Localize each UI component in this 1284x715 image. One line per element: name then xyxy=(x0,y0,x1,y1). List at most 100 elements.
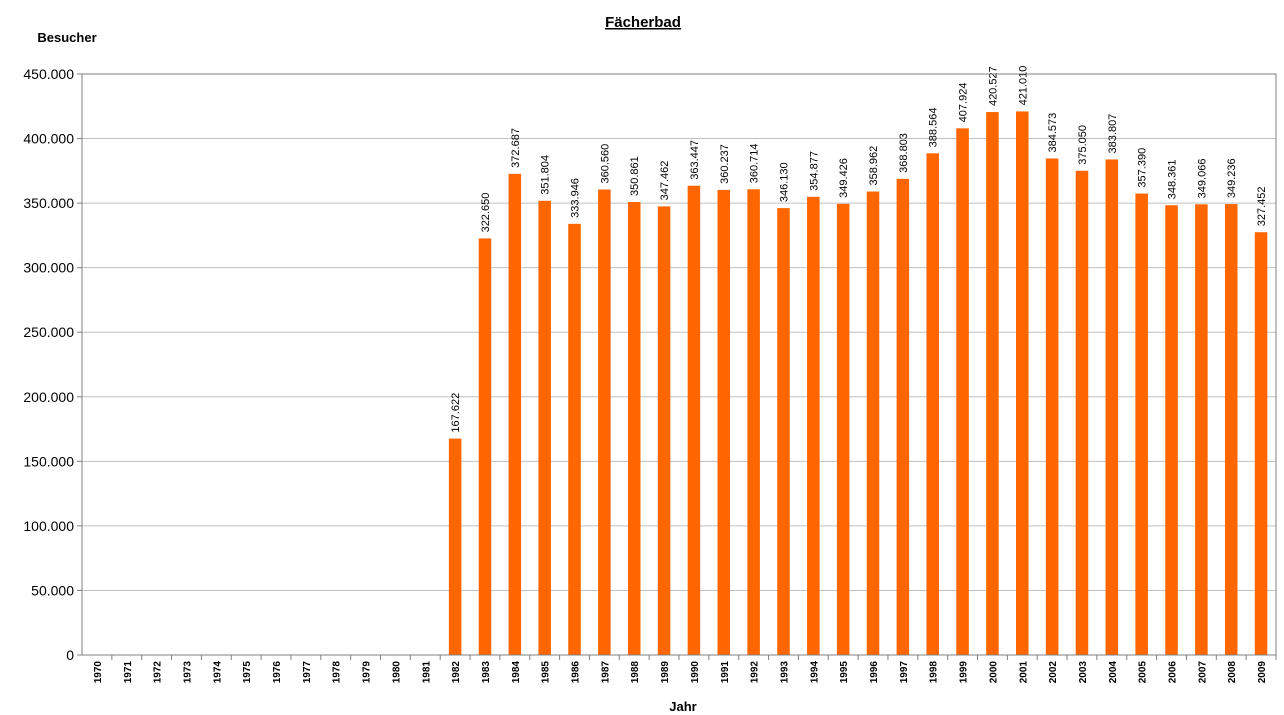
x-tick-label: 1982 xyxy=(451,661,462,684)
bar-1997 xyxy=(896,178,910,655)
data-label-1988: 350.861 xyxy=(629,156,641,196)
bar-2008 xyxy=(1224,204,1238,655)
bar-1985 xyxy=(538,200,551,655)
y-tick-label: 400.000 xyxy=(23,131,74,147)
x-tick-label: 1984 xyxy=(511,661,522,684)
x-tick-label: 1980 xyxy=(391,661,402,684)
data-label-1998: 388.564 xyxy=(928,108,940,148)
x-tick-label: 2002 xyxy=(1048,661,1059,684)
bar-1988 xyxy=(627,201,641,656)
x-tick-label: 1971 xyxy=(123,661,134,684)
x-tick-label: 1994 xyxy=(809,661,820,684)
y-tick-label: 450.000 xyxy=(23,66,74,82)
bar-1993 xyxy=(777,208,790,655)
y-axis-title: Besucher xyxy=(37,30,96,45)
data-label-1983: 322.650 xyxy=(480,193,492,233)
bar-1989 xyxy=(657,206,671,656)
x-tick-label: 1996 xyxy=(869,661,880,684)
x-tick-label: 2005 xyxy=(1138,661,1149,684)
bars xyxy=(448,111,1268,656)
x-axis-title: Jahr xyxy=(669,699,696,714)
data-label-1982: 167.622 xyxy=(450,393,462,433)
data-label-2000: 420.527 xyxy=(987,66,999,106)
x-tick-label: 2003 xyxy=(1078,661,1089,684)
bar-1999 xyxy=(956,128,969,655)
data-label-1992: 360.714 xyxy=(749,144,761,184)
x-tick-label: 1997 xyxy=(899,661,910,684)
bar-1992 xyxy=(747,189,760,656)
y-tick-label: 50.000 xyxy=(31,582,74,598)
bar-2007 xyxy=(1195,204,1208,655)
bar-2004 xyxy=(1105,159,1119,655)
bar-1995 xyxy=(836,203,850,655)
x-tick-label: 1986 xyxy=(571,661,582,684)
data-label-1999: 407.924 xyxy=(958,83,970,123)
data-label-1995: 349.426 xyxy=(838,158,850,198)
y-tick-label: 250.000 xyxy=(23,324,74,340)
x-tick-label: 1983 xyxy=(481,661,492,684)
x-tick-label: 2000 xyxy=(988,661,999,684)
x-tick-label: 2006 xyxy=(1168,661,1179,684)
bar-1983 xyxy=(478,238,492,655)
bar-1982 xyxy=(448,438,462,655)
bar-1987 xyxy=(598,189,611,655)
x-axis-ticks: 1970 1971 1972 1973 1974 1975 1976 1977 1978 1979… xyxy=(93,661,1268,684)
data-label-2004: 383.807 xyxy=(1107,114,1119,154)
y-tick-label: 150.000 xyxy=(23,453,74,469)
data-label-1984: 372.687 xyxy=(510,128,522,168)
x-tick-label: 1976 xyxy=(272,661,283,684)
y-tick-label: 0 xyxy=(66,647,74,663)
data-label-1991: 360.237 xyxy=(719,144,731,184)
x-tick-label: 2008 xyxy=(1227,661,1238,684)
bar-2003 xyxy=(1075,170,1089,655)
x-tick-label: 1973 xyxy=(182,661,193,684)
bar-1986 xyxy=(568,223,581,655)
data-label-2005: 357.390 xyxy=(1137,148,1149,188)
x-tick-label: 1970 xyxy=(93,661,104,684)
data-label-2001: 421.010 xyxy=(1017,66,1029,106)
x-tick-label: 1995 xyxy=(839,661,850,684)
x-tick-label: 1985 xyxy=(541,661,552,684)
bar-1991 xyxy=(717,189,731,655)
bar-2005 xyxy=(1135,193,1148,655)
data-label-1994: 354.877 xyxy=(808,151,820,191)
x-tick-label: 1979 xyxy=(362,661,373,684)
data-label-2002: 384.573 xyxy=(1047,113,1059,153)
y-tick-label: 300.000 xyxy=(23,260,74,276)
data-label-2007: 349.066 xyxy=(1196,159,1208,199)
x-tick-label: 1999 xyxy=(959,661,970,684)
x-tick-label: 1990 xyxy=(690,661,701,684)
data-label-1986: 333.946 xyxy=(570,178,582,218)
gridlines xyxy=(77,73,1277,660)
x-tick-label: 2001 xyxy=(1018,661,1029,684)
bar-2001 xyxy=(1016,111,1029,655)
x-tick-label: 1993 xyxy=(779,661,790,684)
bar-1994 xyxy=(807,196,820,655)
data-label-1989: 347.462 xyxy=(659,161,671,201)
x-tick-label: 1987 xyxy=(600,661,611,684)
data-labels: 167.622 322.650 372.687 351.804 333.946 360.5… xyxy=(450,66,1268,433)
x-tick-label: 1972 xyxy=(153,661,164,684)
x-tick-label: 1989 xyxy=(660,661,671,684)
bar-2000 xyxy=(986,112,999,655)
bar-1984 xyxy=(508,173,522,655)
x-tick-label: 1988 xyxy=(630,661,641,684)
data-label-2006: 348.361 xyxy=(1167,159,1179,199)
y-tick-label: 350.000 xyxy=(23,195,74,211)
bar-1990 xyxy=(687,185,701,655)
data-label-1990: 363.447 xyxy=(689,140,701,180)
bar-2009 xyxy=(1254,232,1268,655)
data-label-1993: 346.130 xyxy=(778,162,790,202)
data-label-1985: 351.804 xyxy=(540,155,552,195)
x-tick-label: 2007 xyxy=(1197,661,1208,684)
plot-area-frame xyxy=(81,73,1277,656)
x-tick-label: 1977 xyxy=(302,661,313,684)
x-tick-label: 1981 xyxy=(421,661,432,684)
x-tick-label: 2009 xyxy=(1257,661,1268,684)
x-tick-label: 1974 xyxy=(212,661,223,684)
y-tick-label: 100.000 xyxy=(23,518,74,534)
data-label-1996: 358.962 xyxy=(868,146,880,186)
x-tick-label: 1998 xyxy=(929,661,940,684)
x-tick-label: 1991 xyxy=(720,661,731,684)
y-tick-label: 200.000 xyxy=(23,389,74,405)
